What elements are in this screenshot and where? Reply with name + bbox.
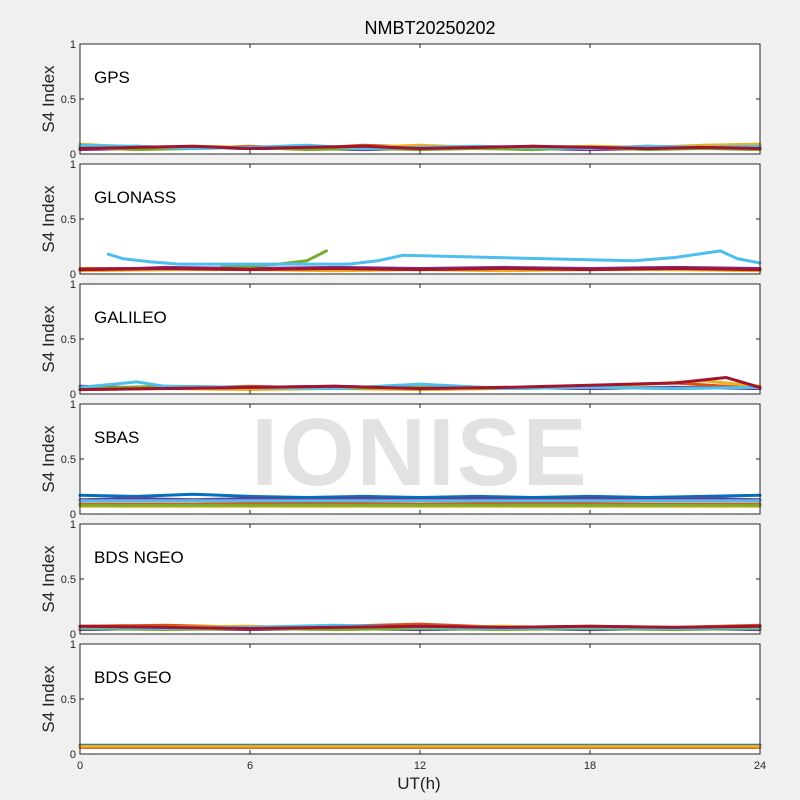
x-tick-label: 0 xyxy=(77,760,83,772)
panel-label: GALILEO xyxy=(94,308,167,327)
panel-2: 0 0.5 1 GALILEO S4 Index xyxy=(39,279,762,401)
panel-3: 0 0.5 1 SBAS S4 Index xyxy=(39,399,762,521)
y-tick-label: 1 xyxy=(70,519,76,531)
y-tick-label: 1 xyxy=(70,39,76,51)
y-axis-label: S4 Index xyxy=(39,425,58,493)
y-tick-label: 0 xyxy=(70,629,76,641)
series-line xyxy=(78,376,762,392)
y-tick-label: 1 xyxy=(70,159,76,171)
x-axis-label: UT(h) xyxy=(397,774,440,793)
y-tick-label: 0.5 xyxy=(61,334,76,346)
y-tick-label: 0.5 xyxy=(61,694,76,706)
y-tick-label: 0 xyxy=(70,749,76,761)
y-axis-label: S4 Index xyxy=(39,545,58,613)
series-line xyxy=(78,624,762,630)
y-tick-label: 0 xyxy=(70,509,76,521)
y-tick-label: 1 xyxy=(70,639,76,651)
y-tick-label: 0.5 xyxy=(61,454,76,466)
y-axis-label: S4 Index xyxy=(39,305,58,373)
x-tick-label: 24 xyxy=(754,760,766,772)
panel-1: 0 0.5 1 GLONASS S4 Index xyxy=(39,159,762,281)
figure-title: NMBT20250202 xyxy=(364,18,495,38)
y-axis-label: S4 Index xyxy=(39,665,58,733)
y-tick-label: 0 xyxy=(70,149,76,161)
plot-area xyxy=(80,644,760,754)
y-tick-label: 0.5 xyxy=(61,214,76,226)
plot-area xyxy=(80,44,760,154)
plot-area xyxy=(80,284,760,394)
y-tick-label: 1 xyxy=(70,399,76,411)
panel-4: 0 0.5 1 BDS NGEO S4 Index xyxy=(39,519,762,641)
series-line xyxy=(78,267,762,272)
y-axis-label: S4 Index xyxy=(39,65,58,133)
x-tick-label: 18 xyxy=(584,760,596,772)
panel-label: GLONASS xyxy=(94,188,176,207)
panels: 0 0.5 1 GPS S4 Index 0 0.5 1 GLONASS S4 Index 0 0.5… xyxy=(39,39,766,772)
series-line xyxy=(78,492,762,499)
panel-label: BDS NGEO xyxy=(94,548,184,567)
series-line xyxy=(106,249,762,266)
panel-label: GPS xyxy=(94,68,130,87)
plot-area xyxy=(80,524,760,634)
panel-label: SBAS xyxy=(94,428,139,447)
panel-5: 0 0.5 1 BDS GEO S4 Index xyxy=(39,639,762,761)
y-tick-label: 0 xyxy=(70,389,76,401)
series-line xyxy=(78,144,762,150)
y-tick-label: 0 xyxy=(70,269,76,281)
panel-0: 0 0.5 1 GPS S4 Index xyxy=(39,39,762,161)
x-tick-label: 6 xyxy=(247,760,253,772)
y-tick-label: 0.5 xyxy=(61,574,76,586)
y-tick-label: 1 xyxy=(70,279,76,291)
y-axis-label: S4 Index xyxy=(39,185,58,253)
y-tick-label: 0.5 xyxy=(61,94,76,106)
x-tick-label: 12 xyxy=(414,760,426,772)
panel-label: BDS GEO xyxy=(94,668,171,687)
